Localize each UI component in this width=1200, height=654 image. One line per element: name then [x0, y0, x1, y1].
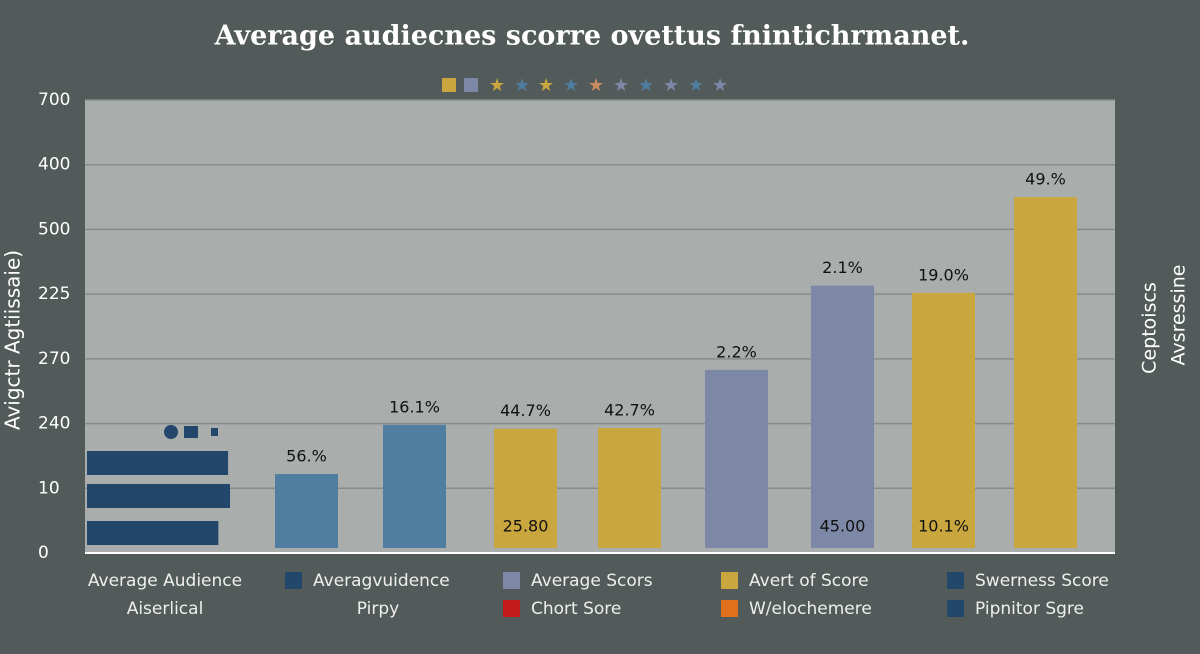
svg-text:★: ★	[638, 75, 654, 96]
bar-label: 49.%	[1025, 170, 1066, 189]
bar	[275, 474, 338, 548]
right-label: Ceptoiscs	[1139, 282, 1161, 374]
y-tick-label: 500	[38, 219, 70, 239]
legend-label: Chort Sore	[531, 599, 621, 619]
legend-swatch	[721, 600, 738, 617]
bar	[705, 369, 768, 548]
svg-text:★: ★	[588, 75, 604, 96]
legend-swatch	[503, 572, 520, 589]
legend-swatch	[721, 572, 738, 589]
svg-text:★: ★	[613, 75, 629, 96]
top-legend-icons: ★ ★ ★ ★ ★ ★ ★ ★ ★ ★	[442, 75, 728, 96]
bar	[494, 428, 557, 548]
legend-label: Avert of Score	[749, 571, 869, 591]
legend-label: Average Scors	[531, 571, 653, 591]
bar	[912, 292, 975, 548]
bar-label: 44.7%	[500, 401, 551, 420]
legend-label: Swerness Score	[975, 571, 1109, 591]
legend-label: Averagvuidence	[313, 571, 450, 591]
bar	[383, 424, 446, 548]
legend-swatch	[947, 572, 964, 589]
svg-text:★: ★	[514, 75, 530, 96]
y-tick-label: 400	[38, 155, 70, 175]
side-bar	[87, 484, 231, 508]
plot-icons	[164, 425, 218, 439]
svg-text:★: ★	[563, 75, 579, 96]
inner-label: 25.80	[503, 517, 549, 536]
y-tick-label: 270	[38, 349, 70, 369]
y-tick-label: 10	[38, 478, 60, 498]
inner-label: 45.00	[820, 517, 866, 536]
svg-text:★: ★	[538, 75, 554, 96]
svg-text:★: ★	[688, 75, 704, 96]
side-bar	[87, 451, 229, 475]
bar	[598, 428, 661, 548]
svg-text:★: ★	[663, 75, 679, 96]
legend-label: Aiserlical	[127, 599, 204, 619]
chart-title: Average audiecnes scorre ovettus fnintic…	[214, 21, 970, 52]
bar-label: 2.1%	[822, 258, 863, 277]
bar-label: 16.1%	[389, 397, 440, 416]
bar-label: 42.7%	[604, 401, 655, 420]
right-label: Avsressine	[1168, 265, 1190, 366]
legend-swatch	[947, 600, 964, 617]
legend-swatch	[503, 600, 520, 617]
side-bar	[87, 521, 219, 545]
bar-label: 19.0%	[918, 265, 969, 284]
y-tick-label: 0	[38, 543, 49, 563]
bar-label: 56.%	[286, 447, 327, 466]
inner-label: 10.1%	[918, 517, 969, 536]
legend-label: W/elochemere	[749, 599, 872, 619]
svg-text:★: ★	[712, 75, 728, 96]
svg-text:★: ★	[489, 75, 505, 96]
legend-label: Pirpy	[357, 599, 399, 619]
bar-label: 2.2%	[716, 342, 757, 361]
y-tick-label: 225	[38, 284, 70, 304]
bar	[1014, 197, 1077, 549]
legend-label: Average Audience	[88, 571, 242, 591]
y-axis-label: Avigctr Agtiissaie)	[1, 250, 25, 430]
legend-swatch	[285, 572, 302, 589]
bar	[811, 285, 874, 548]
y-tick-label: 240	[38, 414, 70, 434]
legend-label: Pipnitor Sgre	[975, 599, 1084, 619]
y-tick-label: 700	[38, 90, 70, 110]
